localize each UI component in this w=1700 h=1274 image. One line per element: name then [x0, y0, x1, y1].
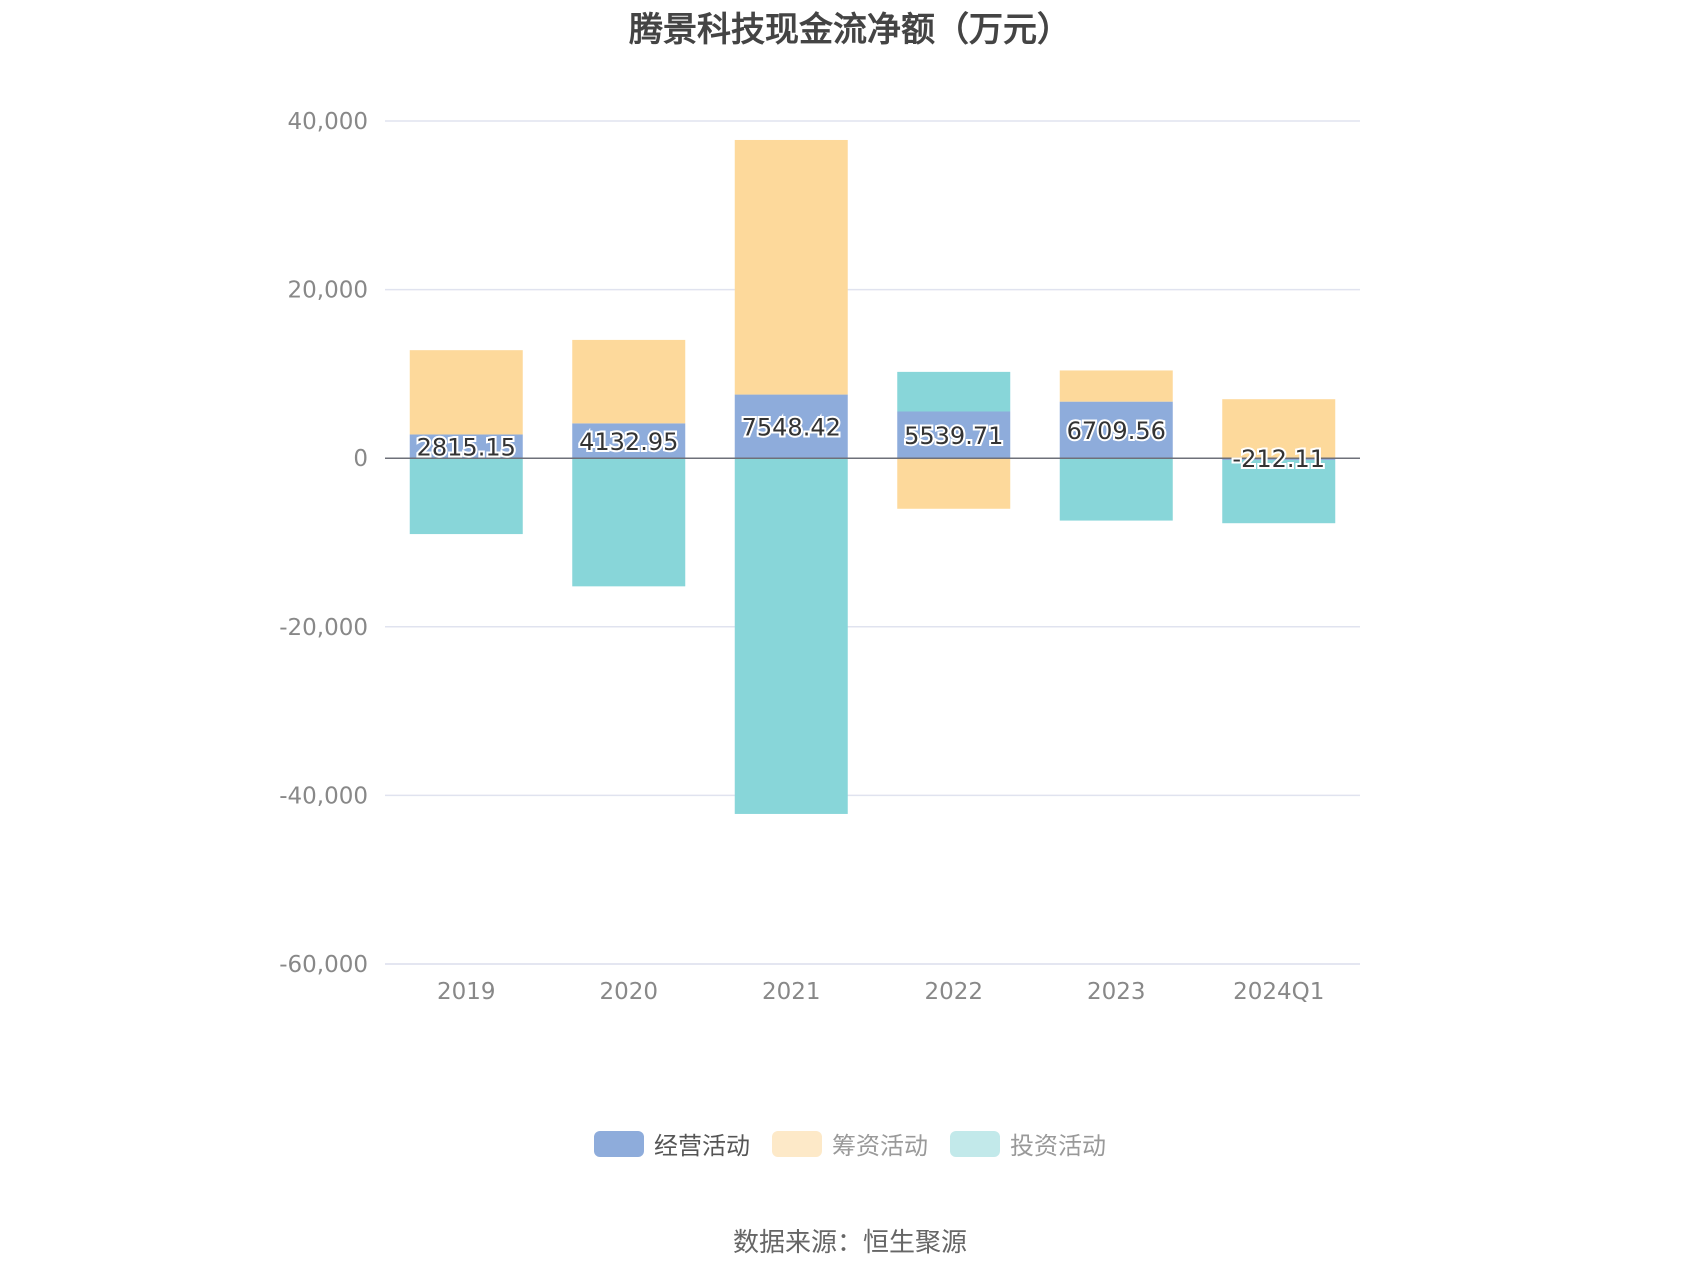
- x-tick-label: 2020: [599, 979, 658, 1005]
- data-label: 2815.15: [417, 433, 516, 461]
- legend-swatch-operating: [594, 1130, 644, 1157]
- y-tick-label: 40,000: [288, 109, 368, 135]
- bar-operating: [572, 423, 686, 459]
- bar-investing: [409, 458, 523, 535]
- legend-label-investing: 投资活动: [1010, 1132, 1106, 1160]
- y-tick-label: -20,000: [279, 615, 368, 641]
- y-tick-label: 20,000: [288, 278, 368, 304]
- bar-investing: [897, 371, 1011, 412]
- legend-label-operating: 经营活动: [654, 1132, 750, 1160]
- data-label: 5539.71: [904, 422, 1003, 450]
- bar-investing: [572, 458, 686, 587]
- legend-item-investing[interactable]: 投资活动: [950, 1126, 1106, 1161]
- legend: 经营活动 筹资活动 投资活动: [0, 1126, 1700, 1161]
- x-tick-label: 2024Q1: [1233, 979, 1324, 1005]
- legend-item-operating[interactable]: 经营活动: [594, 1126, 750, 1161]
- bar-operating: [897, 411, 1011, 459]
- bar-financing: [409, 350, 523, 435]
- legend-swatch-financing: [772, 1130, 822, 1157]
- source-note: 数据来源：恒生聚源: [732, 1228, 967, 1258]
- bar-investing: [734, 458, 848, 814]
- data-label: -212.11: [1232, 445, 1325, 473]
- bar-operating: [1059, 401, 1173, 459]
- x-tick-label: 2022: [924, 979, 983, 1005]
- x-tick-label: 2019: [437, 979, 496, 1005]
- y-tick-label: -60,000: [279, 952, 368, 978]
- bar-financing: [734, 139, 848, 395]
- bar-operating: [1222, 458, 1336, 460]
- data-label: 6709.56: [1067, 417, 1166, 445]
- y-tick-label: -40,000: [279, 783, 368, 809]
- bar-investing: [1059, 458, 1173, 521]
- bar-investing: [1222, 459, 1336, 524]
- chart-title: 腾景科技现金流净额（万元）: [629, 10, 1071, 50]
- bar-operating: [409, 434, 523, 459]
- bar-financing: [572, 339, 686, 424]
- bar-financing: [1222, 399, 1336, 459]
- x-tick-label: 2021: [762, 979, 821, 1005]
- data-label: 4132.95: [579, 428, 678, 456]
- bar-operating: [734, 394, 848, 459]
- data-label: 7548.42: [742, 413, 841, 441]
- x-tick-label: 2023: [1087, 979, 1146, 1005]
- legend-item-financing[interactable]: 筹资活动: [772, 1126, 928, 1161]
- bar-financing: [1059, 370, 1173, 402]
- y-tick-label: 0: [353, 446, 368, 472]
- legend-label-financing: 筹资活动: [832, 1132, 928, 1160]
- legend-swatch-investing: [950, 1130, 1000, 1157]
- bar-financing: [897, 458, 1011, 509]
